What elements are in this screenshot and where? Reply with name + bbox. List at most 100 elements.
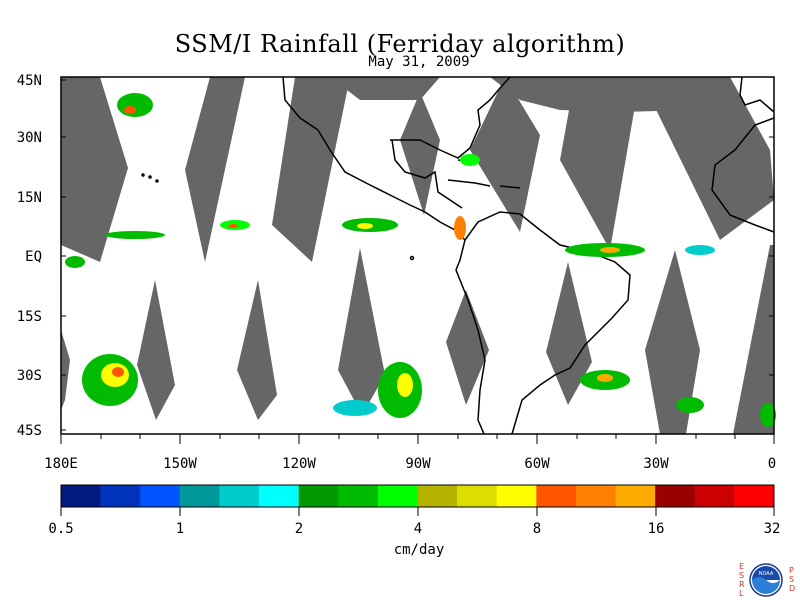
colorbar-swatch (377, 485, 418, 507)
rain-area (397, 373, 413, 397)
colorbar-swatch (100, 485, 141, 507)
lon-label: 180E (44, 456, 78, 472)
lat-ticks (61, 79, 774, 431)
swath (490, 77, 720, 112)
rain-area (676, 397, 704, 413)
rain-area (333, 400, 377, 416)
swath (733, 245, 774, 434)
map-title: SSM/I Rainfall (Ferriday algorithm) (174, 30, 626, 58)
colorbar-label: 1 (175, 521, 185, 537)
rain-area (600, 247, 620, 253)
logo-letter: L (739, 589, 744, 598)
coastline (455, 239, 486, 435)
colorbar-swatch (298, 485, 339, 507)
noaa-emblem: NOAA (749, 563, 783, 597)
island (141, 173, 145, 177)
lat-label: 30S (16, 368, 42, 384)
rain-area (685, 245, 715, 255)
lon-ticks (60, 434, 775, 444)
logo-letter: P (789, 566, 794, 575)
rain-area (597, 374, 613, 382)
rain-area (228, 224, 238, 228)
rain-area (357, 223, 373, 229)
swath (237, 280, 277, 420)
swath (272, 77, 350, 262)
rain-area (105, 231, 165, 239)
lat-label: 15S (16, 309, 42, 325)
island (148, 175, 152, 179)
colorbar-swatch (219, 485, 260, 507)
coastline (447, 179, 491, 187)
colorbar-swatch (655, 485, 696, 507)
logo-letter: E (739, 562, 745, 571)
lon-label: 30W (643, 456, 669, 472)
swath (560, 77, 640, 250)
colorbar-swatch (615, 485, 656, 507)
swath (61, 77, 128, 262)
colorbar-swatch (417, 485, 458, 507)
colorbar-label: 2 (294, 521, 304, 537)
logo-letter: D (789, 584, 796, 593)
colorbar-label: 32 (763, 521, 781, 537)
colorbar-swatch (694, 485, 735, 507)
rain-area (117, 93, 153, 117)
swath (470, 77, 540, 232)
coastlines (141, 76, 775, 435)
rain-area (454, 216, 466, 240)
colorbar-swatch (338, 485, 379, 507)
swath (61, 330, 70, 410)
logo-letter: S (789, 575, 795, 584)
coastline (391, 139, 463, 209)
rain-area (112, 367, 124, 377)
coastline (739, 76, 775, 113)
rain-blobs (65, 93, 776, 427)
colorbar-unit: cm/day (393, 542, 445, 558)
colorbar-swatch (179, 485, 220, 507)
colorbar-label: 0.5 (48, 521, 74, 537)
lon-label: 120W (282, 456, 316, 472)
lat-label: 30N (16, 130, 42, 146)
map-date: May 31, 2009 (368, 54, 470, 70)
colorbar-swatch (575, 485, 616, 507)
colorbar-label: 8 (532, 521, 542, 537)
colorbar-swatch (140, 485, 181, 507)
coastline (464, 211, 631, 435)
noaa-text: NOAA (759, 571, 774, 577)
lat-label: 45S (16, 423, 42, 439)
lon-label: 60W (524, 456, 550, 472)
swath (400, 92, 440, 215)
colorbar-swatch (734, 485, 775, 507)
colorbar-swatch (496, 485, 537, 507)
colorbar-swatch (457, 485, 498, 507)
coastline (711, 117, 775, 233)
colorbar-label: 16 (647, 521, 665, 537)
noaa-esrl-logo: E S R L NOAA P S D (735, 558, 797, 600)
lon-label: 0 (767, 456, 777, 472)
swath (137, 280, 175, 420)
no-data-swaths (61, 77, 774, 434)
swath (645, 250, 700, 434)
swath (338, 248, 385, 415)
island (155, 179, 159, 183)
lon-label: 90W (405, 456, 431, 472)
lat-label: 15N (16, 190, 42, 206)
colorbar-ticks (60, 507, 775, 516)
swath (446, 290, 489, 405)
colorbar-swatch (536, 485, 577, 507)
rain-area (460, 154, 480, 166)
colorbar-label: 4 (413, 521, 423, 537)
rain-area (124, 106, 136, 114)
logo-letter: R (739, 580, 745, 589)
lon-label: 150W (163, 456, 197, 472)
swath (546, 262, 592, 405)
island (409, 255, 415, 261)
colorbar (60, 484, 775, 508)
colorbar-swatch (259, 485, 299, 507)
rain-area (760, 403, 776, 427)
coastline (499, 185, 521, 189)
coastline (390, 76, 511, 159)
rain-area (65, 256, 85, 268)
swath (185, 77, 245, 262)
lat-label: EQ (25, 249, 42, 265)
